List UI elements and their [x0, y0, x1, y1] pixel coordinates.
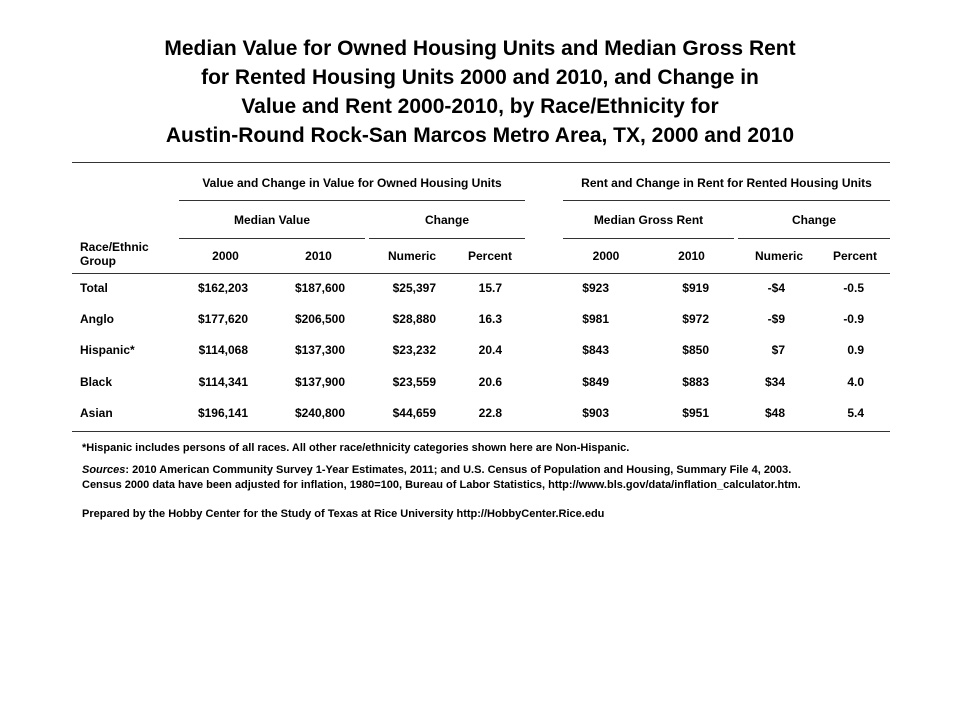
row-header-label: Race/Ethnic Group [80, 240, 149, 268]
table-cell: $919 [682, 281, 709, 295]
subheader-median-value: Median Value [233, 213, 311, 227]
table-cell: $177,620 [197, 312, 248, 326]
table-cell: $44,659 [392, 406, 436, 420]
table-cell: $240,800 [294, 406, 345, 420]
subheader-median-rent: Median Gross Rent [593, 213, 704, 227]
row-group-label: Anglo [80, 312, 114, 326]
change-owned-rule [369, 238, 525, 239]
table-cell: 16.3 [478, 312, 502, 326]
table-cell: $923 [582, 281, 609, 295]
change-rented-rule [738, 238, 890, 239]
sources-label: Sources [82, 464, 126, 476]
table-cell: -0.9 [843, 312, 864, 326]
table-cell: 5.4 [847, 406, 864, 420]
table-cell: $28,880 [392, 312, 436, 326]
table-cell: $951 [682, 406, 709, 420]
page-title: Median Value for Owned Housing Units and… [60, 34, 900, 150]
col-header-rent-numeric: Numeric [754, 249, 804, 263]
sources-note: Sources: 2010 American Community Survey … [82, 463, 902, 493]
table-top-rule [72, 162, 890, 163]
title-line-4: Austin-Round Rock-San Marcos Metro Area,… [165, 124, 795, 147]
table-cell: $843 [582, 343, 609, 357]
rented-group-rule [563, 200, 890, 201]
hispanic-note: *Hispanic includes persons of all races.… [82, 442, 630, 454]
col-header-rent-percent: Percent [832, 249, 878, 263]
col-header-rent-2010: 2010 [678, 249, 705, 263]
table-cell: 15.7 [478, 281, 502, 295]
table-cell: -$9 [767, 312, 785, 326]
table-bottom-rule [72, 431, 890, 432]
table-cell: $981 [582, 312, 609, 326]
table-cell: $187,600 [294, 281, 345, 295]
prepared-by-note: Prepared by the Hobby Center for the Stu… [82, 508, 605, 520]
table-cell: 22.8 [478, 406, 502, 420]
table-cell: $7 [771, 343, 785, 357]
row-group-label: Hispanic* [80, 343, 135, 357]
table-cell: $23,232 [392, 343, 436, 357]
group-header-rented: Rent and Change in Rent for Rented Housi… [581, 176, 872, 190]
table-cell: $206,500 [294, 312, 345, 326]
table-cell: $137,900 [294, 375, 345, 389]
median-rent-rule [563, 238, 734, 239]
row-group-label: Black [80, 375, 113, 389]
table-cell: $34 [764, 375, 785, 389]
table-cell: -0.5 [843, 281, 864, 295]
data-table: Value and Change in Value for Owned Hous… [72, 162, 890, 432]
title-line-2: for Rented Housing Units 2000 and 2010, … [201, 66, 759, 89]
table-cell: $903 [582, 406, 609, 420]
subheader-change-rented: Change [791, 213, 836, 227]
table-cell: $850 [682, 343, 709, 357]
group-header-owned: Value and Change in Value for Owned Hous… [202, 176, 502, 190]
subheader-change-owned: Change [424, 213, 469, 227]
table-cell: $849 [582, 375, 609, 389]
col-header-value-percent: Percent [467, 249, 513, 263]
table-cell: $23,559 [392, 375, 436, 389]
table-cell: $137,300 [294, 343, 345, 357]
median-value-rule [179, 238, 365, 239]
table-cell: -$4 [767, 281, 785, 295]
owned-group-rule [179, 200, 525, 201]
col-header-rent-2000: 2000 [592, 249, 620, 263]
table-cell: 4.0 [847, 375, 864, 389]
table-cell: $48 [764, 406, 785, 420]
table-cell: 20.4 [478, 343, 502, 357]
col-header-value-2010: 2010 [305, 249, 332, 263]
table-cell: $196,141 [197, 406, 248, 420]
column-header-rule [72, 273, 890, 274]
table-cell: $883 [682, 375, 709, 389]
table-cell: $114,341 [198, 375, 248, 389]
table-cell: $162,203 [197, 281, 248, 295]
table-cell: 20.6 [478, 375, 502, 389]
title-line-1: Median Value for Owned Housing Units and… [164, 37, 796, 60]
row-group-label: Asian [80, 406, 113, 420]
table-cell: 0.9 [847, 343, 864, 357]
sources-line-1: : 2010 American Community Survey 1-Year … [125, 464, 792, 476]
table-cell: $114,068 [198, 343, 248, 357]
table-cell: $972 [682, 312, 709, 326]
row-group-label: Total [80, 281, 108, 295]
col-header-value-2000: 2000 [212, 249, 239, 263]
table-cell: $25,397 [392, 281, 436, 295]
col-header-value-numeric: Numeric [387, 249, 437, 263]
sources-line-2: Census 2000 data have been adjusted for … [82, 479, 801, 491]
title-line-3: Value and Rent 2000-2010, by Race/Ethnic… [241, 95, 719, 118]
footnotes: *Hispanic includes persons of all races.… [82, 441, 902, 529]
